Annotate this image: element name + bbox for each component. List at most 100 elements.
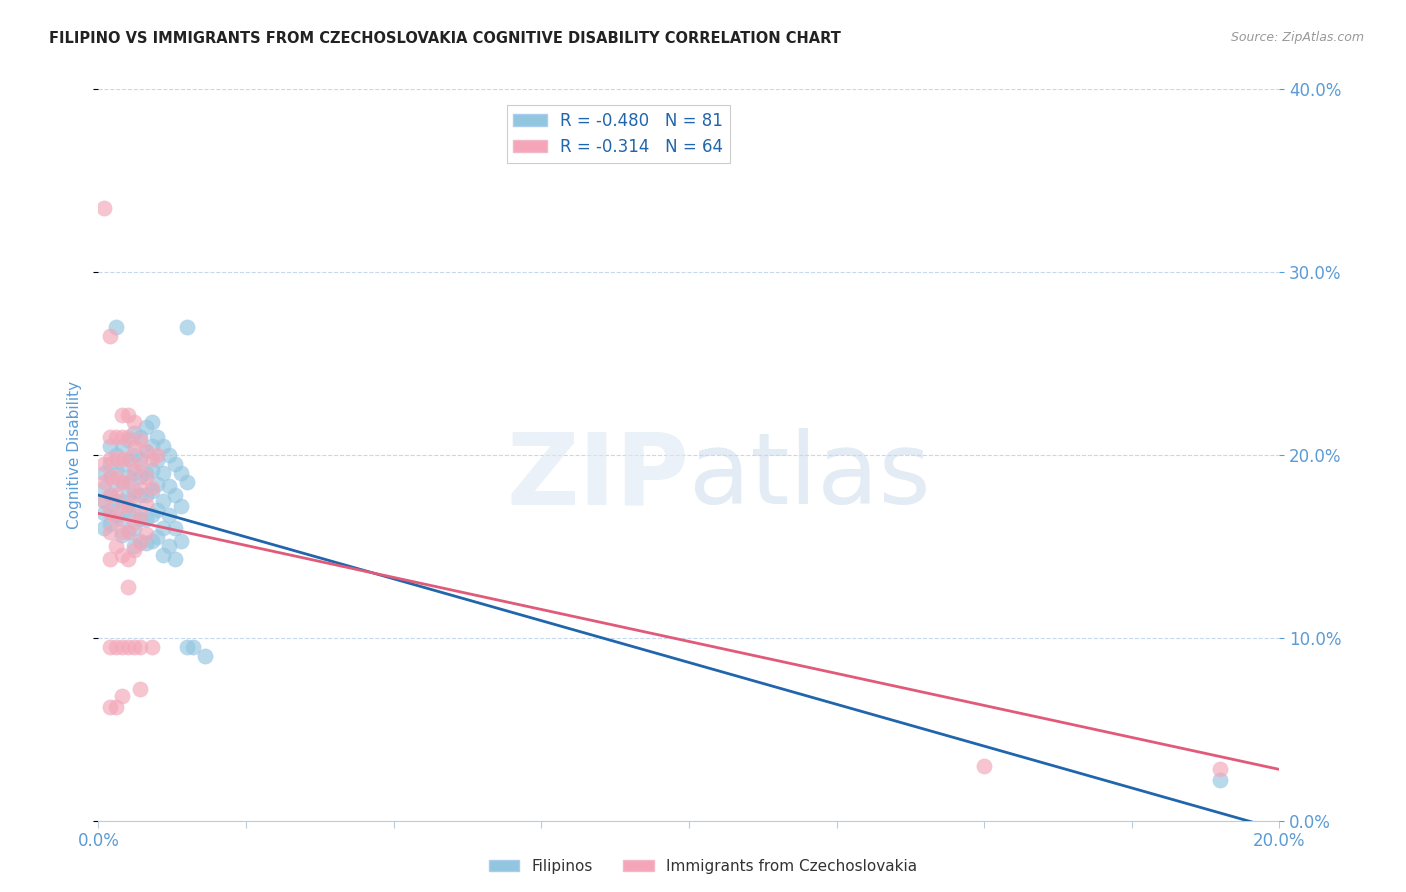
Text: FILIPINO VS IMMIGRANTS FROM CZECHOSLOVAKIA COGNITIVE DISABILITY CORRELATION CHAR: FILIPINO VS IMMIGRANTS FROM CZECHOSLOVAK… [49,31,841,46]
Point [111,528,134,542]
Point [122,640,145,654]
Point [146,530,169,544]
Point [157,448,180,462]
Point [135,526,157,541]
Point [117,580,139,594]
Point [122,488,145,502]
Point [128,535,150,549]
Point [152,549,174,563]
Point [98,439,121,453]
Point [146,430,169,444]
Point [141,481,163,495]
Point [105,477,128,491]
Point [152,493,174,508]
Legend: Filipinos, Immigrants from Czechoslovakia: Filipinos, Immigrants from Czechoslovaki… [482,853,924,880]
Point [170,499,193,513]
Point [111,690,134,704]
Point [105,539,128,553]
Point [128,533,150,548]
Point [98,517,121,532]
Point [111,475,134,490]
Point [111,524,134,539]
Point [111,493,134,508]
Point [98,503,121,517]
Point [135,512,157,526]
Point [98,524,121,539]
Point [117,434,139,448]
Point [98,700,121,714]
Text: ZIP: ZIP [506,428,689,525]
Point [141,640,163,654]
Point [105,700,128,714]
Point [176,319,198,334]
Y-axis label: Cognitive Disability: Cognitive Disability [67,381,83,529]
Point [98,640,121,654]
Point [105,462,128,476]
Point [170,533,193,548]
Point [117,507,139,521]
Point [135,488,157,502]
Point [111,640,134,654]
Point [98,430,121,444]
Point [176,640,198,654]
Point [111,549,134,563]
Point [128,681,150,696]
Point [111,408,134,422]
Point [141,462,163,476]
Point [111,457,134,471]
Point [141,451,163,466]
Point [165,521,187,535]
Point [105,448,128,462]
Point [105,640,128,654]
Point [93,493,115,508]
Point [135,535,157,549]
Text: atlas: atlas [689,428,931,525]
Point [128,457,150,471]
Point [157,479,180,493]
Point [128,434,150,448]
Point [157,539,180,553]
Point [93,466,115,480]
Point [98,488,121,502]
Point [117,488,139,502]
Point [111,451,134,466]
Point [105,488,128,502]
Text: Source: ZipAtlas.com: Source: ZipAtlas.com [1230,31,1364,45]
Point [111,499,134,513]
Point [135,444,157,458]
Point [122,415,145,429]
Point [93,201,115,215]
Point [93,493,115,508]
Point [98,470,121,484]
Point [122,439,145,453]
Point [105,451,128,466]
Point [152,466,174,480]
Point [122,425,145,440]
Point [135,466,157,480]
Point [1209,763,1232,777]
Point [141,415,163,429]
Point [128,512,150,526]
Point [157,508,180,523]
Point [122,539,145,553]
Point [117,430,139,444]
Point [93,475,115,490]
Point [152,521,174,535]
Point [152,439,174,453]
Point [105,319,128,334]
Point [117,499,139,513]
Point [165,457,187,471]
Point [128,508,150,523]
Point [170,466,193,480]
Point [122,484,145,499]
Point [176,475,198,490]
Point [105,430,128,444]
Legend: R = -0.480   N = 81, R = -0.314   N = 64: R = -0.480 N = 81, R = -0.314 N = 64 [506,105,730,162]
Point [117,408,139,422]
Point [141,439,163,453]
Point [98,329,121,343]
Point [141,533,163,548]
Point [122,503,145,517]
Point [135,470,157,484]
Point [111,439,134,453]
